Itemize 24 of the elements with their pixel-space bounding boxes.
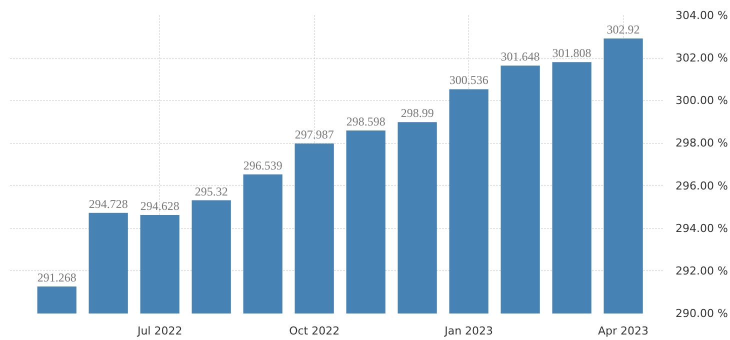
- y-tick-label: 294.00 %: [676, 222, 728, 235]
- x-tick-label: Apr 2023: [598, 324, 649, 338]
- y-tick-label: 302.00 %: [676, 52, 728, 65]
- x-tick-label: Jul 2022: [136, 324, 182, 338]
- data-label: 300.536: [449, 73, 488, 88]
- data-label: 294.728: [88, 196, 128, 211]
- y-tick-label: 290.00 %: [676, 307, 728, 320]
- y-tick-label: 300.00 %: [676, 94, 728, 108]
- y-tick-label: 298.00 %: [676, 136, 728, 150]
- y-tick-label: 292.00 %: [676, 264, 728, 278]
- x-tick-label: Jan 2023: [444, 324, 494, 338]
- data-label: 296.539: [243, 158, 282, 172]
- data-label: 298.598: [346, 114, 386, 128]
- data-label: 301.808: [552, 46, 592, 60]
- data-label: 298.99: [400, 106, 434, 120]
- x-tick-label: Oct 2022: [289, 324, 340, 338]
- data-label: 297.987: [294, 127, 334, 142]
- data-label: 301.648: [500, 50, 540, 64]
- data-label: 294.628: [140, 198, 180, 213]
- data-label: 302.92: [606, 22, 640, 36]
- y-tick-label: 296.00 %: [676, 179, 728, 192]
- data-label: 291.268: [37, 270, 76, 285]
- data-label: 295.32: [194, 184, 228, 198]
- y-tick-label: 304.00 %: [676, 9, 728, 22]
